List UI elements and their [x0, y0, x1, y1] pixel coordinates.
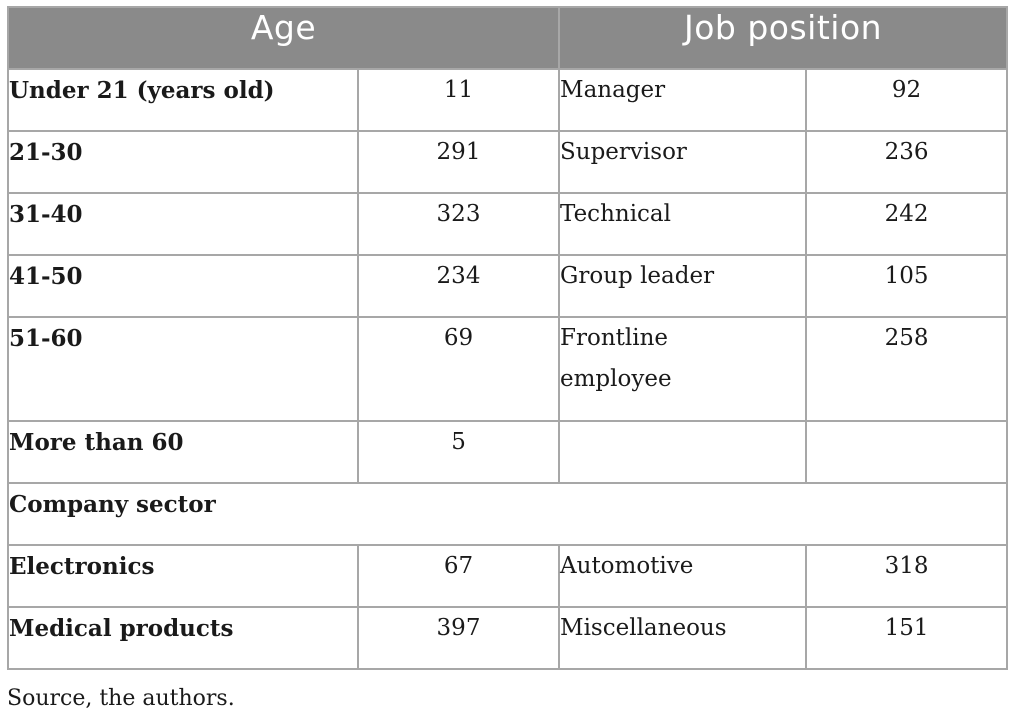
position-value: 258 — [805, 316, 1009, 422]
sector-value: 67 — [356, 544, 561, 608]
sector-value: 397 — [356, 606, 561, 670]
position-label: Technical — [558, 192, 808, 256]
demographics-table: Age Job position Under 21 (years old) 11… — [6, 6, 1009, 670]
sector-label: Medical products — [7, 606, 359, 670]
age-value: 69 — [356, 316, 561, 422]
age-label: 51-60 — [7, 316, 359, 422]
sector-value: 318 — [805, 544, 1009, 608]
sector-label: Automotive — [558, 544, 808, 608]
age-label: 21-30 — [7, 130, 359, 194]
table-row: Medical products 397 Miscellaneous 151 — [7, 606, 1009, 670]
position-value: 105 — [805, 254, 1009, 318]
position-value: 242 — [805, 192, 1009, 256]
table-row: 31-40 323 Technical 242 — [7, 192, 1009, 256]
position-label: Supervisor — [558, 130, 808, 194]
age-value: 291 — [356, 130, 561, 194]
age-label: 41-50 — [7, 254, 359, 318]
position-cell: Frontline employee — [558, 316, 808, 422]
table-row: 21-30 291 Supervisor 236 — [7, 130, 1009, 194]
section-label-company-sector: Company sector — [6, 482, 1009, 546]
header-row: Age Job position — [6, 6, 1009, 70]
position-value: 92 — [805, 68, 1009, 132]
age-value: 234 — [356, 254, 561, 318]
position-label: Frontline employee — [560, 325, 672, 392]
table-row: 41-50 234 Group leader 105 — [7, 254, 1009, 318]
position-label — [558, 420, 808, 484]
source-note: Source, the authors. — [7, 686, 235, 711]
position-label: Group leader — [558, 254, 808, 318]
age-value: 11 — [356, 68, 561, 132]
age-label: More than 60 — [7, 420, 359, 484]
table-row: 51-60 69 Frontline employee 258 — [7, 316, 1009, 422]
age-label: 31-40 — [7, 192, 359, 256]
position-label: Manager — [558, 68, 808, 132]
header-job-position: Job position — [558, 6, 1009, 70]
table-row: Electronics 67 Automotive 318 — [7, 544, 1009, 608]
sector-label: Miscellaneous — [558, 606, 808, 670]
position-value — [805, 420, 1009, 484]
sector-value: 151 — [805, 606, 1009, 670]
age-value: 5 — [356, 420, 561, 484]
age-label: Under 21 (years old) — [7, 68, 359, 132]
section-row: Company sector — [6, 482, 1009, 546]
sector-label: Electronics — [7, 544, 359, 608]
header-age: Age — [6, 6, 561, 70]
age-value: 323 — [356, 192, 561, 256]
table-row: More than 60 5 — [7, 420, 1009, 484]
table-row: Under 21 (years old) 11 Manager 92 — [7, 68, 1009, 132]
position-value: 236 — [805, 130, 1009, 194]
